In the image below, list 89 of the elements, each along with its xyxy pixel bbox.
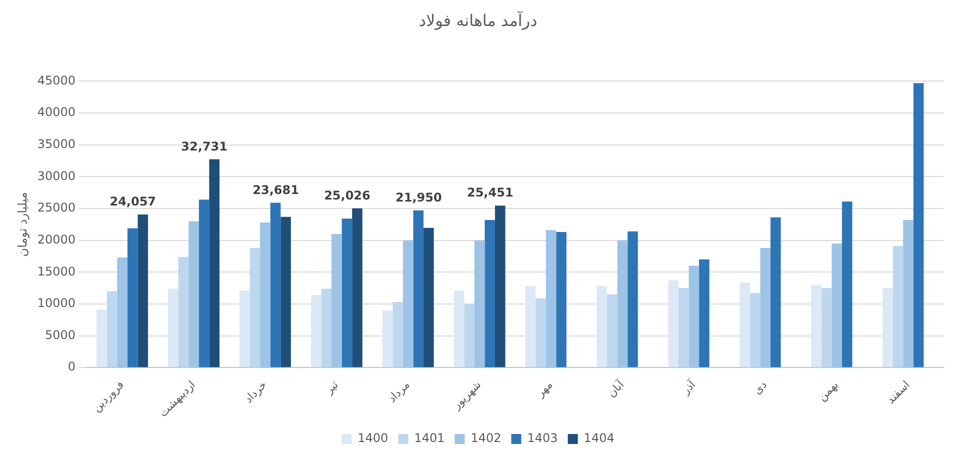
bar [842, 201, 852, 368]
bar [117, 258, 128, 368]
bar [209, 159, 220, 368]
bar [138, 214, 148, 368]
y-tick-label: 0 [68, 360, 76, 374]
y-tick-label: 25000 [37, 200, 76, 215]
x-tick-label: فروردین [90, 378, 126, 414]
bar [811, 284, 822, 368]
bar [127, 228, 138, 368]
x-tick-label: بهمن [816, 378, 841, 404]
x-tick-label: دی [750, 378, 770, 397]
legend-label: 1403 [527, 431, 558, 446]
bar [392, 302, 403, 368]
bar [892, 246, 904, 368]
bar [464, 304, 474, 368]
bar [556, 232, 566, 368]
bar [596, 286, 608, 368]
bar [352, 208, 362, 368]
bar [270, 202, 281, 368]
x-tick-label: شهریور [449, 378, 484, 412]
bar [740, 282, 750, 368]
bar [882, 288, 893, 368]
bar [342, 218, 352, 368]
legend-label: 1402 [470, 431, 502, 446]
bar [484, 220, 495, 368]
y-tick-label: 5000 [45, 328, 76, 342]
bar [260, 222, 270, 368]
bar [903, 220, 914, 368]
y-axis-title: میلیارد تومان [15, 192, 30, 257]
bar [546, 230, 556, 368]
y-tick-label: 20000 [37, 232, 76, 246]
legend-label: 1404 [584, 431, 614, 446]
bar [239, 290, 250, 368]
bar [310, 295, 322, 368]
bar [525, 286, 536, 368]
x-tick-label: اسفند [884, 378, 912, 406]
bar [402, 240, 414, 368]
y-tick-label: 45000 [37, 73, 76, 88]
bar [332, 234, 342, 368]
bar [454, 290, 464, 368]
legend-label: 1400 [358, 431, 388, 446]
bar [413, 210, 424, 368]
bar [668, 280, 678, 368]
bar [688, 266, 700, 368]
bar [188, 221, 199, 368]
data-label: 32,731 [181, 139, 228, 154]
y-tick-label: 35000 [37, 136, 76, 151]
x-tick-label: مرداد [386, 378, 412, 405]
data-label: 24,057 [110, 194, 156, 209]
data-label: 23,681 [252, 182, 299, 197]
bar [321, 288, 332, 368]
x-tick-label: مهر [533, 378, 556, 400]
y-tick-label: 40000 [37, 105, 76, 120]
bar [168, 288, 178, 368]
y-tick-label: 30000 [37, 168, 76, 183]
x-tick-label: تیر [322, 378, 341, 397]
data-label: 21,950 [396, 190, 442, 205]
bar [699, 259, 710, 368]
y-tick-label: 10000 [37, 296, 76, 310]
bar [494, 206, 506, 368]
bar [760, 248, 771, 368]
bar [607, 294, 618, 368]
bar [178, 256, 189, 368]
bar [628, 231, 638, 368]
bar [106, 291, 118, 368]
data-label: 25,451 [466, 186, 514, 200]
bar [96, 310, 107, 368]
bar [250, 248, 260, 368]
x-tick-label: خرداد [242, 378, 270, 406]
bar [382, 310, 393, 368]
y-tick-label: 15000 [37, 264, 76, 278]
bar [536, 298, 546, 368]
bar [678, 288, 689, 368]
bar [280, 216, 291, 368]
bar [750, 293, 760, 368]
bar [424, 228, 434, 368]
bar [832, 244, 842, 368]
data-label: 25,026 [324, 188, 370, 202]
x-tick-label: اردیبهشت [156, 378, 198, 420]
x-tick-label: آذر [678, 376, 699, 398]
bar [770, 217, 781, 368]
bar [474, 240, 485, 368]
legend-label: 1401 [414, 431, 445, 446]
chart-title: درآمد ماهانه فولاد [418, 10, 538, 30]
x-tick-label: آبان [604, 376, 628, 400]
bar [617, 240, 628, 368]
bar [821, 288, 832, 368]
bar [198, 200, 210, 368]
bar [913, 83, 924, 368]
